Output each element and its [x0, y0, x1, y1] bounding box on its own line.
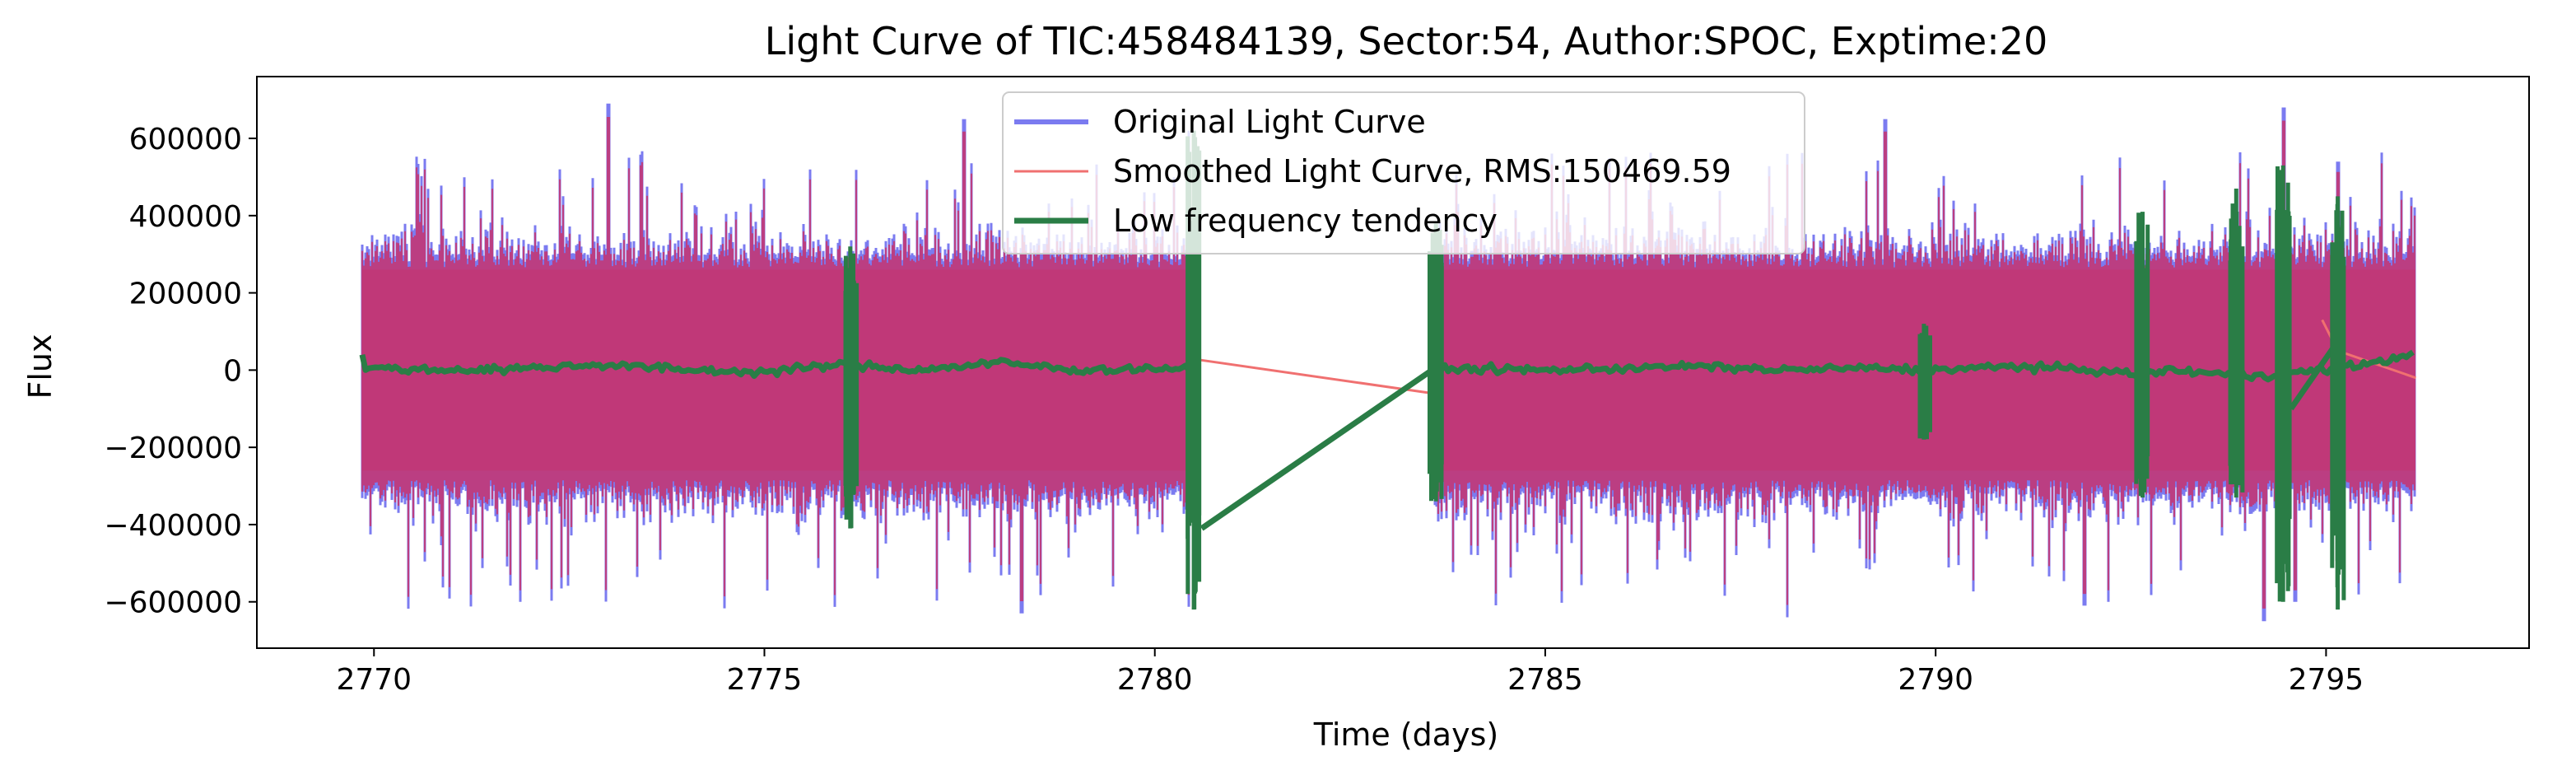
legend-label-original: Original Light Curve: [1113, 104, 1426, 140]
y-tick-label: 600000: [129, 123, 242, 156]
low-frequency-excursion: [1186, 130, 1202, 610]
low-frequency-gap-line: [1199, 367, 1434, 531]
x-axis: 2770 2775 2780 2785 2790 2795: [336, 648, 2364, 697]
x-tick-label: 2780: [1117, 663, 1193, 697]
y-tick-label: −400000: [104, 509, 242, 543]
y-tick-label: 400000: [129, 200, 242, 234]
plot-frame: [256, 76, 2530, 649]
low-frequency-excursion: [1917, 324, 1932, 440]
legend-label-smoothed: Smoothed Light Curve, RMS:150469.59: [1113, 153, 1731, 189]
y-tick-label: 200000: [129, 278, 242, 311]
chart-title: Light Curve of TIC:458484139, Sector:54,…: [765, 19, 2048, 63]
y-axis-label: Flux: [22, 334, 58, 399]
low-frequency-excursion: [843, 246, 859, 529]
x-tick-label: 2795: [2289, 663, 2364, 697]
low-frequency-excursion: [2275, 165, 2292, 602]
low-frequency-line: [359, 353, 1191, 380]
x-axis-label: Time (days): [1313, 717, 1498, 753]
low-frequency-excursion: [2134, 212, 2150, 498]
legend-label-low-frequency: Low frequency tendency: [1113, 203, 1498, 239]
y-tick-label: −600000: [104, 586, 242, 620]
low-frequency-excursion: [2228, 189, 2245, 498]
legend: Original Light Curve Smoothed Light Curv…: [1002, 91, 1805, 254]
y-tick-label: −200000: [104, 432, 242, 465]
legend-box: [1002, 91, 1805, 254]
x-tick-label: 2775: [727, 663, 803, 697]
low-frequency-gap-line: [2288, 345, 2336, 411]
low-frequency-layer: [359, 130, 2415, 610]
x-tick-label: 2770: [336, 663, 412, 697]
low-frequency-excursion: [2330, 196, 2346, 610]
x-tick-label: 2785: [1507, 663, 1583, 697]
low-frequency-excursion: [1428, 223, 1444, 502]
plot-area: [359, 103, 2416, 622]
x-tick-label: 2790: [1898, 663, 1973, 697]
y-axis: −600000 −400000 −200000 0 200000 400000 600000: [104, 123, 257, 620]
y-tick-label: 0: [223, 354, 242, 388]
smoothed-gap-line: [1190, 357, 1432, 395]
